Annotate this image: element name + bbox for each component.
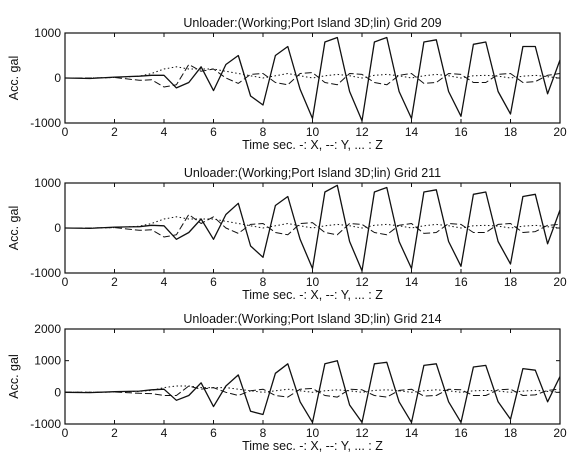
plot-frame	[64, 32, 561, 124]
plot-frame	[64, 182, 561, 274]
x-tick-label: 18	[504, 275, 518, 289]
series-z-line	[65, 216, 561, 229]
series-x-line	[64, 36, 561, 122]
x-axis-label: Time sec. -: X, --: Y, ... : Z	[242, 288, 383, 302]
subplot-grid-209: Unloader:(Working;Port Island 3D;lin) Gr…	[7, 16, 567, 152]
x-tick-label: 0	[62, 125, 69, 139]
plot-frame	[64, 328, 561, 425]
x-tick-label: 4	[161, 125, 168, 139]
x-tick-label: 6	[210, 426, 217, 440]
x-tick-label: 2	[111, 275, 118, 289]
x-tick-label: 6	[210, 125, 217, 139]
x-tick-label: 2	[111, 125, 118, 139]
x-tick-label: 16	[454, 275, 468, 289]
series-x-line	[64, 184, 561, 272]
x-tick-label: 16	[454, 426, 468, 440]
x-tick-label: 4	[161, 275, 168, 289]
x-tick-label: 0	[62, 275, 69, 289]
subplot-grid-211: Unloader:(Working;Port Island 3D;lin) Gr…	[7, 166, 567, 302]
x-tick-label: 12	[355, 426, 369, 440]
x-tick-label: 10	[306, 426, 320, 440]
x-tick-label: 20	[553, 275, 567, 289]
y-tick-label: -1000	[30, 266, 61, 280]
x-tick-label: 20	[553, 125, 567, 139]
x-tick-label: 16	[454, 125, 468, 139]
chart-title: Unloader:(Working;Port Island 3D;lin) Gr…	[183, 16, 441, 30]
x-tick-label: 10	[306, 275, 320, 289]
x-tick-label: 18	[504, 426, 518, 440]
y-tick-label: 0	[54, 385, 61, 399]
y-tick-label: 0	[54, 221, 61, 235]
x-axis-label: Time sec. -: X, --: Y, ... : Z	[242, 138, 383, 152]
x-tick-label: 20	[553, 426, 567, 440]
y-tick-label: 1000	[34, 26, 61, 40]
series-y-line	[65, 214, 561, 238]
x-axis-label: Time sec. -: X, --: Y, ... : Z	[242, 439, 383, 453]
x-tick-label: 8	[260, 275, 267, 289]
y-tick-label: 2000	[34, 322, 61, 336]
x-tick-label: 12	[355, 275, 369, 289]
x-tick-label: 18	[504, 125, 518, 139]
series-x-line	[64, 360, 561, 424]
y-tick-label: 0	[54, 71, 61, 85]
x-tick-label: 6	[210, 275, 217, 289]
y-axis-label: Acc. gal	[7, 354, 21, 398]
series-y-line	[65, 64, 561, 88]
y-axis-label: Acc. gal	[7, 56, 21, 100]
y-tick-label: 1000	[34, 176, 61, 190]
y-tick-label: -1000	[30, 116, 61, 130]
chart-title: Unloader:(Working;Port Island 3D;lin) Gr…	[183, 312, 441, 326]
x-tick-label: 0	[62, 426, 69, 440]
y-tick-label: -1000	[30, 417, 61, 431]
x-tick-label: 14	[405, 426, 419, 440]
x-tick-label: 8	[260, 125, 267, 139]
y-axis-label: Acc. gal	[7, 206, 21, 250]
series-z-line	[65, 66, 561, 79]
x-tick-label: 10	[306, 125, 320, 139]
x-tick-label: 8	[260, 426, 267, 440]
series-y-line	[65, 385, 561, 398]
subplot-grid-214: Unloader:(Working;Port Island 3D;lin) Gr…	[7, 312, 567, 453]
x-tick-label: 14	[405, 125, 419, 139]
series-z-line	[65, 385, 561, 393]
chart-title: Unloader:(Working;Port Island 3D;lin) Gr…	[184, 166, 441, 180]
x-tick-label: 4	[161, 426, 168, 440]
x-tick-label: 14	[405, 275, 419, 289]
x-tick-label: 2	[111, 426, 118, 440]
x-tick-label: 12	[355, 125, 369, 139]
y-tick-label: 1000	[34, 354, 61, 368]
